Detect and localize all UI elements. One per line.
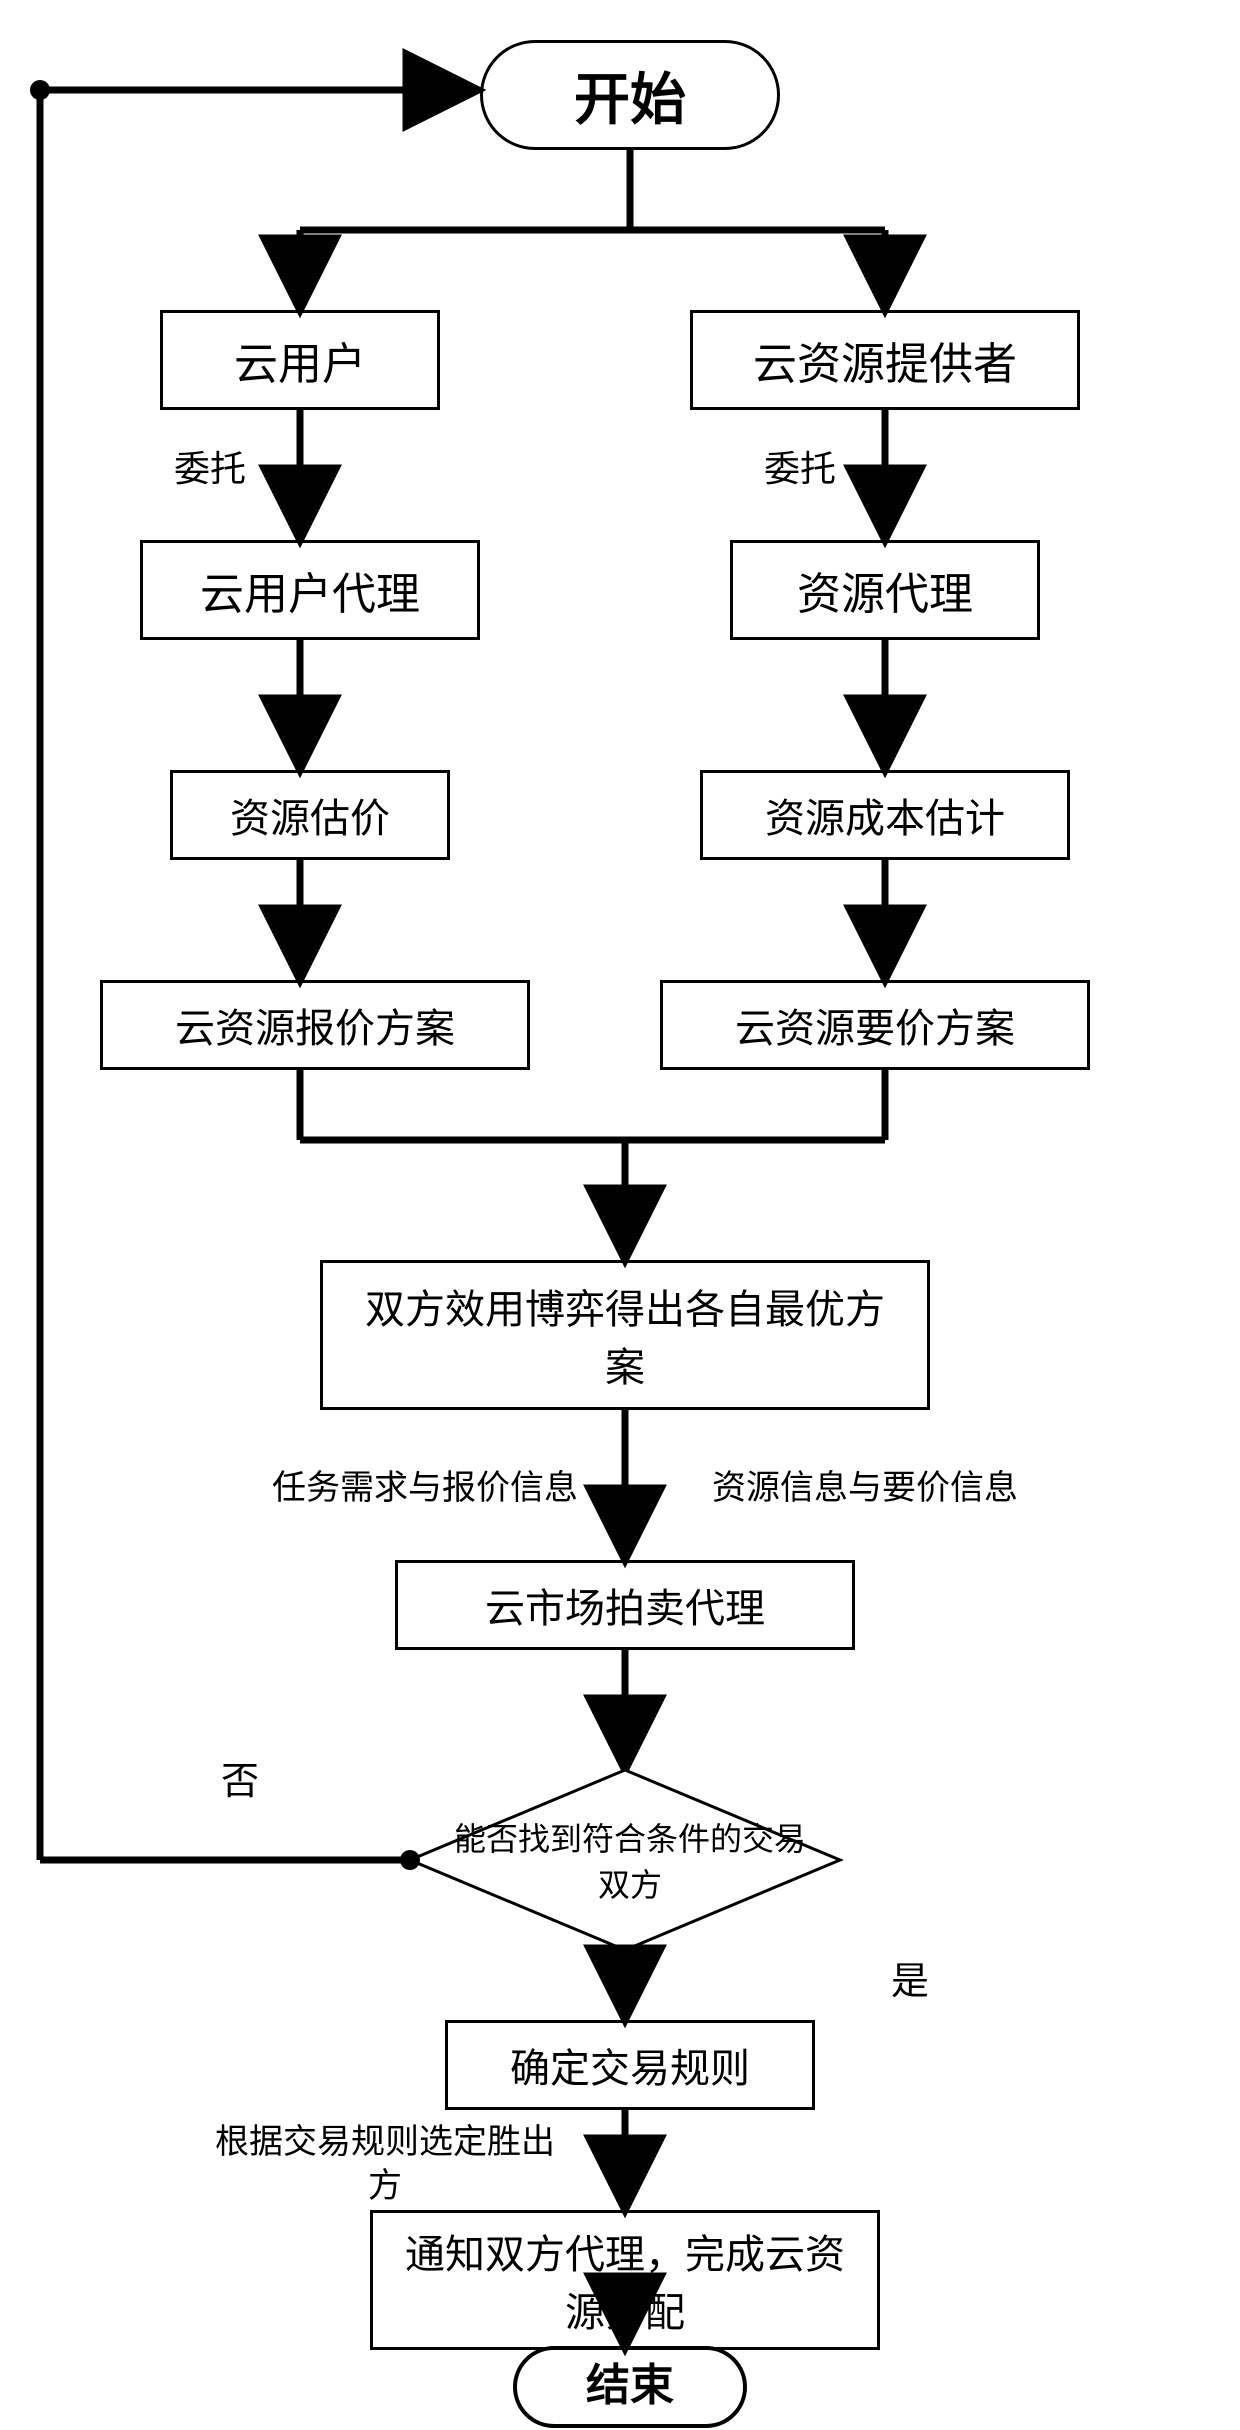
node-ask-plan: 云资源要价方案 <box>660 980 1090 1070</box>
node-start-text: 开始 <box>574 55 686 136</box>
node-decision-text-wrap: 能否找到符合条件的交易双方 <box>450 1800 810 1920</box>
label-entrust-left: 委托 <box>150 440 270 492</box>
node-game-theory-text: 双方效用博弈得出各自最优方案 <box>353 1277 897 1393</box>
label-no: 否 <box>200 1750 280 1805</box>
node-auction-agent-text: 云市场拍卖代理 <box>485 1576 765 1634</box>
node-cost-estimate: 资源成本估计 <box>700 770 1070 860</box>
node-resource-agent: 资源代理 <box>730 540 1040 640</box>
node-allocate: 通知双方代理，完成云资源分配 <box>370 2210 880 2350</box>
label-by-rules: 根据交易规则选定胜出方 <box>200 2120 570 2208</box>
node-ask-plan-text: 云资源要价方案 <box>735 996 1015 1054</box>
node-start: 开始 <box>480 40 780 150</box>
node-decision-text: 能否找到符合条件的交易双方 <box>450 1814 810 1906</box>
node-cloud-user: 云用户 <box>160 310 440 410</box>
label-resource-info: 资源信息与要价信息 <box>680 1460 1050 1509</box>
node-allocate-text: 通知双方代理，完成云资源分配 <box>403 2222 847 2338</box>
node-trade-rules-text: 确定交易规则 <box>510 2036 750 2094</box>
node-cloud-user-text: 云用户 <box>234 328 366 392</box>
node-cost-estimate-text: 资源成本估计 <box>765 786 1005 844</box>
label-yes: 是 <box>870 1950 950 2005</box>
node-resource-valuation-text: 资源估价 <box>230 786 390 844</box>
node-end-text: 结束 <box>586 2361 674 2410</box>
node-provider: 云资源提供者 <box>690 310 1080 410</box>
node-bid-plan-text: 云资源报价方案 <box>175 996 455 1054</box>
node-provider-text: 云资源提供者 <box>753 328 1017 392</box>
node-auction-agent: 云市场拍卖代理 <box>395 1560 855 1650</box>
node-game-theory: 双方效用博弈得出各自最优方案 <box>320 1260 930 1410</box>
node-resource-agent-text: 资源代理 <box>797 558 973 622</box>
label-task-info: 任务需求与报价信息 <box>240 1460 610 1509</box>
flowchart-canvas: 开始 云用户 云用户代理 资源估价 云资源报价方案 云资源提供者 资源代理 资源… <box>0 0 1240 2430</box>
node-resource-valuation: 资源估价 <box>170 770 450 860</box>
node-user-agent: 云用户代理 <box>140 540 480 640</box>
node-trade-rules: 确定交易规则 <box>445 2020 815 2110</box>
label-entrust-right: 委托 <box>740 440 860 492</box>
node-bid-plan: 云资源报价方案 <box>100 980 530 1070</box>
node-user-agent-text: 云用户代理 <box>200 558 420 622</box>
